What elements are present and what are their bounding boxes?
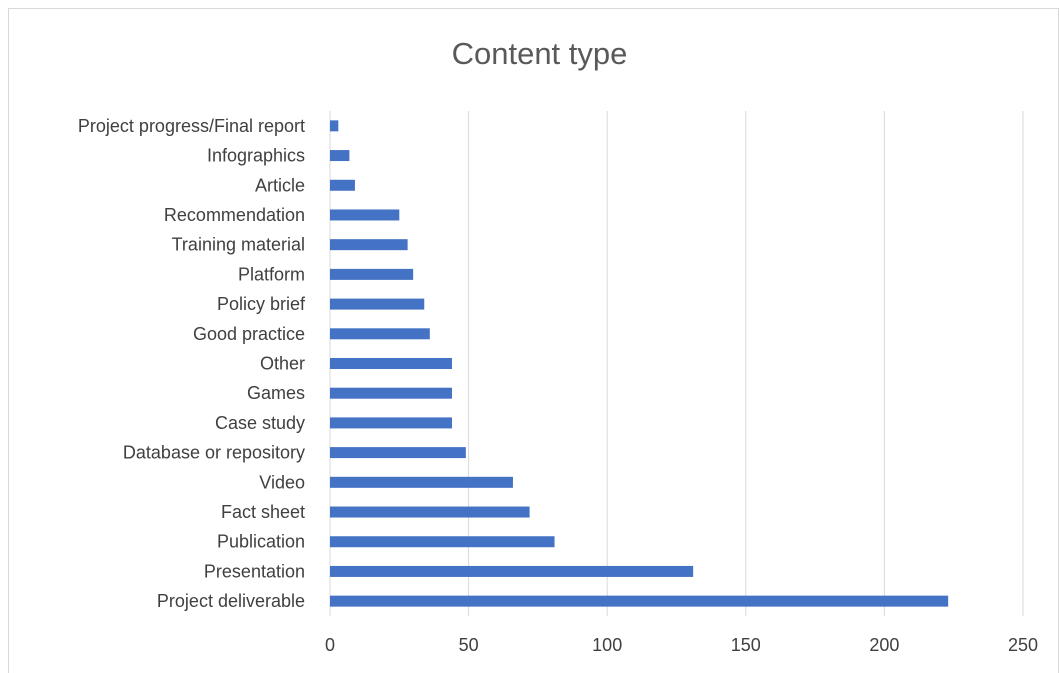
bar — [330, 179, 355, 191]
category-label: Training material — [172, 235, 305, 255]
bar — [330, 387, 452, 399]
category-label: Publication — [217, 532, 305, 552]
bar — [330, 328, 430, 340]
bar — [330, 358, 452, 369]
bar — [330, 476, 513, 488]
category-label: Games — [247, 383, 305, 403]
bar — [330, 506, 530, 518]
x-tick-label: 250 — [1008, 635, 1038, 655]
category-label: Presentation — [204, 561, 305, 581]
bar — [330, 447, 466, 459]
x-tick-label: 0 — [325, 635, 335, 655]
x-tick-label: 200 — [869, 635, 899, 655]
category-label: Project deliverable — [157, 591, 305, 611]
bar — [330, 268, 414, 280]
bar — [330, 536, 555, 548]
bar — [330, 150, 350, 162]
bar — [330, 595, 949, 607]
category-label: Infographics — [207, 146, 305, 166]
bar — [330, 239, 408, 251]
bar — [330, 209, 400, 221]
category-label: Policy brief — [217, 294, 306, 314]
category-label: Recommendation — [164, 205, 305, 225]
chart-title: Content type — [451, 36, 628, 71]
category-label: Case study — [215, 413, 305, 433]
bar — [330, 417, 452, 429]
x-tick-label: 50 — [459, 635, 479, 655]
bar — [330, 298, 425, 310]
category-labels: Project progress/Final report Infographic… — [78, 116, 306, 611]
category-label: Article — [255, 175, 305, 195]
category-label: Platform — [238, 264, 305, 284]
category-label: Project progress/Final report — [78, 116, 305, 136]
category-label: Database or repository — [123, 443, 305, 463]
x-tick-label: 150 — [731, 635, 761, 655]
bar — [330, 120, 339, 132]
category-label: Other — [260, 354, 305, 374]
category-label: Video — [259, 472, 305, 492]
category-label: Good practice — [193, 324, 305, 344]
bar — [330, 565, 694, 577]
x-tick-labels: 0 50 100 150 200 250 — [325, 635, 1038, 655]
x-tick-label: 100 — [592, 635, 622, 655]
category-label: Fact sheet — [221, 502, 305, 522]
bars — [330, 120, 949, 607]
